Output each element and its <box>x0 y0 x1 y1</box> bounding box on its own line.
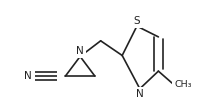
Text: S: S <box>133 16 140 26</box>
Text: N: N <box>76 46 84 56</box>
Text: CH₃: CH₃ <box>174 80 192 89</box>
Text: N: N <box>136 89 144 99</box>
Text: N: N <box>25 71 32 81</box>
